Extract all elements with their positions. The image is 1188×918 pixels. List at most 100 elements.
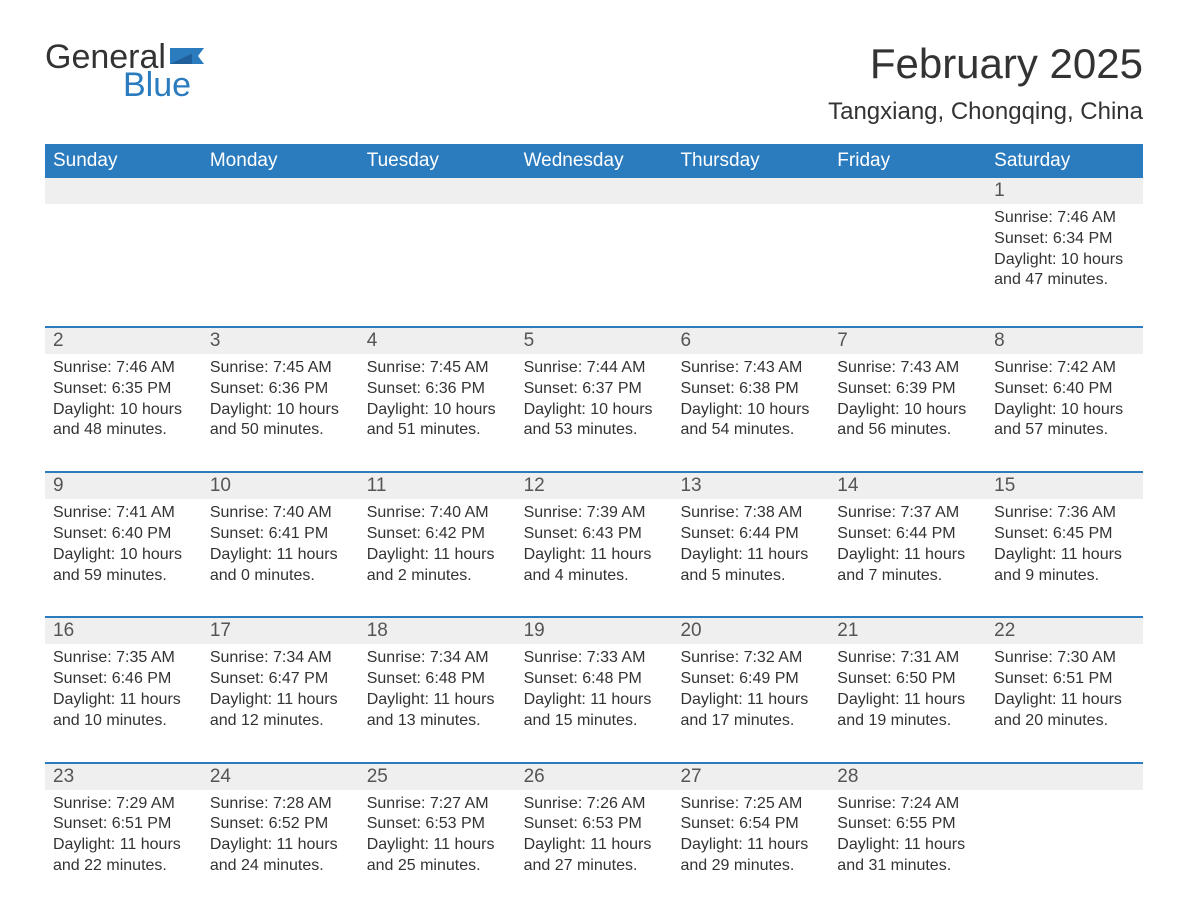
page-title: February 2025 — [828, 40, 1143, 88]
sunrise-text: Sunrise: 7:38 AM — [680, 503, 821, 524]
day-details: Sunrise: 7:32 AMSunset: 6:49 PMDaylight:… — [672, 644, 829, 739]
day-number: 14 — [829, 473, 986, 499]
day-number: 10 — [202, 473, 359, 499]
day-number: 28 — [829, 764, 986, 790]
daylight-text: Daylight: 11 hours and 12 minutes. — [210, 690, 351, 732]
day-number — [516, 178, 673, 204]
sunrise-text: Sunrise: 7:37 AM — [837, 503, 978, 524]
day-details: Sunrise: 7:35 AMSunset: 6:46 PMDaylight:… — [45, 644, 202, 739]
sunset-text: Sunset: 6:53 PM — [367, 814, 508, 835]
sunrise-text: Sunrise: 7:34 AM — [367, 648, 508, 669]
calendar-day: 24Sunrise: 7:28 AMSunset: 6:52 PMDayligh… — [202, 764, 359, 885]
daylight-text: Daylight: 10 hours and 56 minutes. — [837, 400, 978, 442]
sunset-text: Sunset: 6:46 PM — [53, 669, 194, 690]
calendar-day: 17Sunrise: 7:34 AMSunset: 6:47 PMDayligh… — [202, 618, 359, 739]
sunset-text: Sunset: 6:44 PM — [837, 524, 978, 545]
day-number: 3 — [202, 328, 359, 354]
day-details: Sunrise: 7:46 AMSunset: 6:35 PMDaylight:… — [45, 354, 202, 449]
day-number: 15 — [986, 473, 1143, 499]
sunset-text: Sunset: 6:52 PM — [210, 814, 351, 835]
daylight-text: Daylight: 11 hours and 10 minutes. — [53, 690, 194, 732]
sunrise-text: Sunrise: 7:41 AM — [53, 503, 194, 524]
daylight-text: Daylight: 10 hours and 51 minutes. — [367, 400, 508, 442]
calendar-day: 15Sunrise: 7:36 AMSunset: 6:45 PMDayligh… — [986, 473, 1143, 594]
calendar-day: 2Sunrise: 7:46 AMSunset: 6:35 PMDaylight… — [45, 328, 202, 449]
logo-word2: Blue — [123, 68, 204, 102]
sunset-text: Sunset: 6:36 PM — [210, 379, 351, 400]
daylight-text: Daylight: 11 hours and 4 minutes. — [524, 545, 665, 587]
day-number: 13 — [672, 473, 829, 499]
day-details: Sunrise: 7:28 AMSunset: 6:52 PMDaylight:… — [202, 790, 359, 885]
sunrise-text: Sunrise: 7:43 AM — [680, 358, 821, 379]
sunrise-text: Sunrise: 7:28 AM — [210, 794, 351, 815]
calendar-day: 6Sunrise: 7:43 AMSunset: 6:38 PMDaylight… — [672, 328, 829, 449]
day-number — [829, 178, 986, 204]
daylight-text: Daylight: 11 hours and 29 minutes. — [680, 835, 821, 877]
sunset-text: Sunset: 6:51 PM — [53, 814, 194, 835]
daylight-text: Daylight: 10 hours and 54 minutes. — [680, 400, 821, 442]
day-number: 20 — [672, 618, 829, 644]
day-details: Sunrise: 7:36 AMSunset: 6:45 PMDaylight:… — [986, 499, 1143, 594]
day-details — [359, 204, 516, 304]
calendar-day: 4 Sunrise: 7:45 AMSunset: 6:36 PMDaylight… — [359, 328, 516, 449]
sunset-text: Sunset: 6:36 PM — [367, 379, 508, 400]
sunset-text: Sunset: 6:38 PM — [680, 379, 821, 400]
day-number — [986, 764, 1143, 790]
sunset-text: Sunset: 6:50 PM — [837, 669, 978, 690]
sunset-text: Sunset: 6:35 PM — [53, 379, 194, 400]
sunrise-text: Sunrise: 7:40 AM — [367, 503, 508, 524]
day-number: 2 — [45, 328, 202, 354]
day-details: Sunrise: 7:29 AMSunset: 6:51 PMDaylight:… — [45, 790, 202, 885]
location: Tangxiang, Chongqing, China — [828, 98, 1143, 126]
sunrise-text: Sunrise: 7:46 AM — [994, 208, 1135, 229]
day-number: 7 — [829, 328, 986, 354]
day-details: Sunrise: 7:44 AMSunset: 6:37 PMDaylight:… — [516, 354, 673, 449]
calendar-day: 28Sunrise: 7:24 AMSunset: 6:55 PMDayligh… — [829, 764, 986, 885]
daylight-text: Daylight: 11 hours and 22 minutes. — [53, 835, 194, 877]
calendar-day: 14Sunrise: 7:37 AMSunset: 6:44 PMDayligh… — [829, 473, 986, 594]
day-details — [202, 204, 359, 304]
sunset-text: Sunset: 6:48 PM — [367, 669, 508, 690]
day-number: 4 — [359, 328, 516, 354]
sunrise-text: Sunrise: 7:46 AM — [53, 358, 194, 379]
calendar-day: 10Sunrise: 7:40 AMSunset: 6:41 PMDayligh… — [202, 473, 359, 594]
daylight-text: Daylight: 11 hours and 2 minutes. — [367, 545, 508, 587]
weekday-header: Saturday — [986, 144, 1143, 178]
daylight-text: Daylight: 11 hours and 27 minutes. — [524, 835, 665, 877]
daylight-text: Daylight: 11 hours and 25 minutes. — [367, 835, 508, 877]
day-details: Sunrise: 7:30 AMSunset: 6:51 PMDaylight:… — [986, 644, 1143, 739]
day-details — [829, 204, 986, 304]
day-number — [45, 178, 202, 204]
sunrise-text: Sunrise: 7:39 AM — [524, 503, 665, 524]
daylight-text: Daylight: 10 hours and 59 minutes. — [53, 545, 194, 587]
calendar-day — [986, 764, 1143, 885]
daylight-text: Daylight: 11 hours and 0 minutes. — [210, 545, 351, 587]
sunrise-text: Sunrise: 7:29 AM — [53, 794, 194, 815]
sunset-text: Sunset: 6:49 PM — [680, 669, 821, 690]
calendar-day: 7Sunrise: 7:43 AMSunset: 6:39 PMDaylight… — [829, 328, 986, 449]
day-number: 21 — [829, 618, 986, 644]
day-details — [986, 790, 1143, 802]
sunrise-text: Sunrise: 7:45 AM — [367, 358, 508, 379]
day-details: Sunrise: 7:43 AMSunset: 6:38 PMDaylight:… — [672, 354, 829, 449]
calendar-day: 23Sunrise: 7:29 AMSunset: 6:51 PMDayligh… — [45, 764, 202, 885]
sunrise-text: Sunrise: 7:44 AM — [524, 358, 665, 379]
day-number: 27 — [672, 764, 829, 790]
daylight-text: Daylight: 11 hours and 24 minutes. — [210, 835, 351, 877]
daylight-text: Daylight: 11 hours and 15 minutes. — [524, 690, 665, 732]
sunrise-text: Sunrise: 7:27 AM — [367, 794, 508, 815]
sunrise-text: Sunrise: 7:40 AM — [210, 503, 351, 524]
daylight-text: Daylight: 11 hours and 9 minutes. — [994, 545, 1135, 587]
sunset-text: Sunset: 6:39 PM — [837, 379, 978, 400]
calendar-week: 16Sunrise: 7:35 AMSunset: 6:46 PMDayligh… — [45, 616, 1143, 739]
day-number: 24 — [202, 764, 359, 790]
day-details: Sunrise: 7:41 AMSunset: 6:40 PMDaylight:… — [45, 499, 202, 594]
sunset-text: Sunset: 6:40 PM — [994, 379, 1135, 400]
daylight-text: Daylight: 10 hours and 48 minutes. — [53, 400, 194, 442]
sunrise-text: Sunrise: 7:26 AM — [524, 794, 665, 815]
day-number: 9 — [45, 473, 202, 499]
sunset-text: Sunset: 6:45 PM — [994, 524, 1135, 545]
day-number — [359, 178, 516, 204]
day-details: Sunrise: 7:46 AMSunset: 6:34 PMDaylight:… — [986, 204, 1143, 304]
daylight-text: Daylight: 10 hours and 57 minutes. — [994, 400, 1135, 442]
